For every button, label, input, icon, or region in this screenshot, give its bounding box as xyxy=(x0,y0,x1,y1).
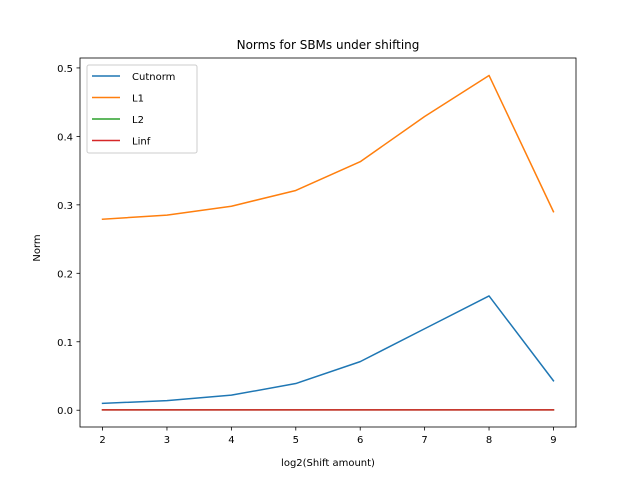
plot-frame xyxy=(79,57,577,428)
x-tick-label: 2 xyxy=(99,435,105,446)
x-tick-label: 8 xyxy=(486,435,492,446)
legend-label: Linf xyxy=(132,137,151,148)
x-tick-label: 9 xyxy=(550,435,556,446)
legend-box xyxy=(86,64,198,154)
series-line-l1 xyxy=(101,74,555,221)
x-tick-label: 5 xyxy=(293,435,299,446)
y-tick-label: 0.5 xyxy=(57,64,73,75)
x-axis-label: log2(Shift amount) xyxy=(281,458,375,469)
ticks: 2 3 4 5 6 7 8 9 0.0 0.1 0.2 0.3 0.4 0.5 xyxy=(57,64,557,446)
legend-label: Cutnorm xyxy=(132,72,175,83)
y-tick-label: 0.2 xyxy=(57,269,73,280)
legend-label: L1 xyxy=(132,94,144,105)
legend-label: L2 xyxy=(132,115,144,126)
x-tick-label: 6 xyxy=(357,435,363,446)
x-tick-label: 3 xyxy=(164,435,170,446)
y-axis-label: Norm xyxy=(32,234,43,261)
series-lines xyxy=(101,74,555,411)
y-tick-label: 0.3 xyxy=(57,201,73,212)
x-tick-label: 4 xyxy=(228,435,234,446)
legend: Cutnorm L1 L2 Linf xyxy=(86,64,198,154)
x-tick-label: 7 xyxy=(421,435,427,446)
y-tick-label: 0.0 xyxy=(57,406,73,417)
y-tick-label: 0.4 xyxy=(57,132,73,143)
y-tick-label: 0.1 xyxy=(57,338,73,349)
chart-title: Norms for SBMs under shifting xyxy=(237,38,420,52)
series-line-cutnorm xyxy=(101,295,555,405)
